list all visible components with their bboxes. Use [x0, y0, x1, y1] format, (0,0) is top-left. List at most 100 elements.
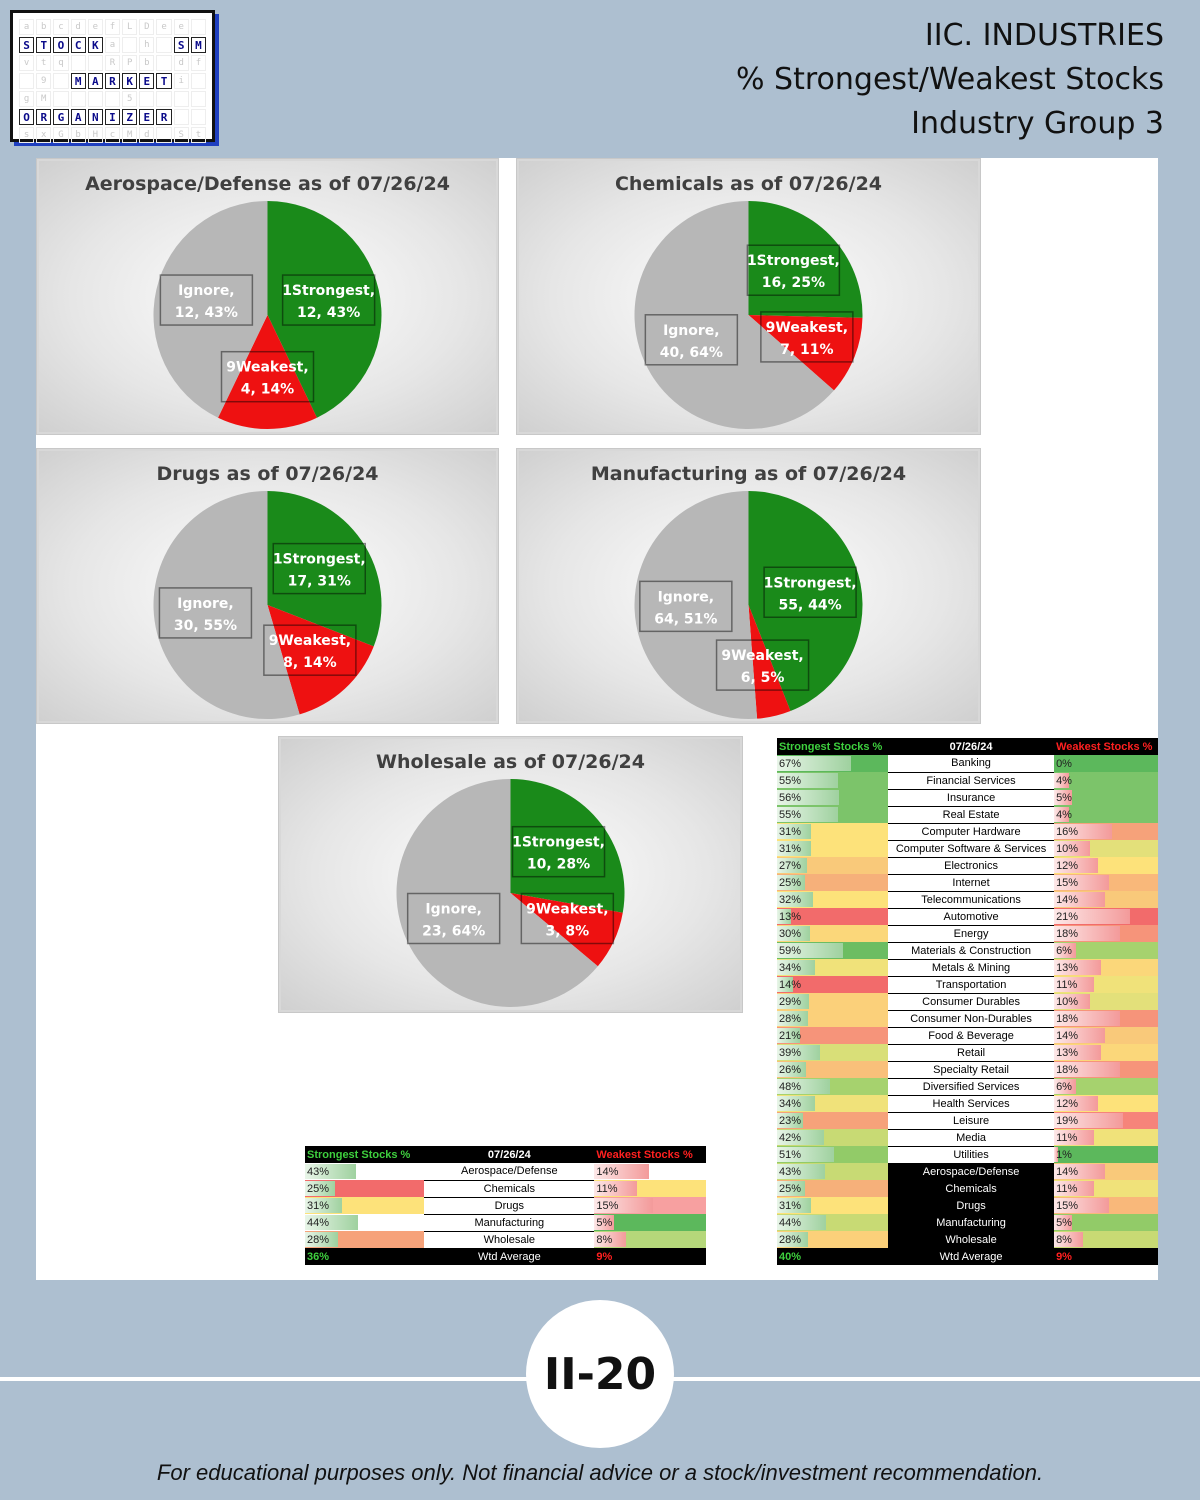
strongest-cell: 43%: [777, 1163, 889, 1180]
table-row: 43% Aerospace/Defense 14%: [777, 1163, 1158, 1181]
weakest-bar: [1054, 1147, 1058, 1162]
industry-name: Retail: [888, 1044, 1055, 1062]
strongest-bar: [777, 909, 792, 924]
strongest-bar: [777, 1096, 815, 1111]
table-row: 39% Retail 13%: [777, 1044, 1158, 1062]
industry-name: Media: [888, 1129, 1055, 1147]
avg-label: Wtd Average: [477, 1250, 541, 1263]
logo-letter: t: [36, 55, 52, 71]
strongest-cell: 42%: [777, 1129, 889, 1146]
strongest-cell: 27%: [777, 857, 889, 874]
industry-name: Drugs: [424, 1197, 595, 1215]
logo-letter: [190, 73, 206, 89]
header-strongest: Strongest Stocks %: [307, 1148, 411, 1161]
strongest-value: 29%: [779, 995, 802, 1008]
strongest-bar: [305, 1232, 339, 1247]
logo-letter: e: [156, 19, 172, 35]
strongest-bar: [777, 960, 815, 975]
industry-name: Real Estate: [888, 806, 1055, 824]
strongest-bar: [777, 1113, 803, 1128]
industry-name: Chemicals: [888, 1180, 1055, 1198]
weakest-cell: 10%: [1054, 993, 1158, 1010]
strongest-cell: 32%: [777, 891, 889, 908]
strongest-value: 48%: [779, 1080, 802, 1093]
weakest-value: 12%: [1056, 859, 1079, 872]
weakest-value: 0%: [1056, 757, 1072, 770]
pie-slice-strongest: [510, 779, 625, 913]
weakest-value: 14%: [1056, 893, 1079, 906]
logo-letter: L: [122, 19, 138, 35]
logo-letter: C: [70, 37, 86, 53]
svg-text:17, 31%: 17, 31%: [288, 574, 351, 590]
logo-letter: t: [190, 127, 206, 143]
table-row: 32% Telecommunications 14%: [777, 891, 1158, 909]
weakest-value: 13%: [1056, 1046, 1079, 1059]
weakest-value: 16%: [1056, 825, 1079, 838]
table-row: 27% Electronics 12%: [777, 857, 1158, 875]
logo-letter: O: [53, 37, 69, 53]
svg-text:Ignore,: Ignore,: [658, 589, 715, 605]
table-row: 28% Wholesale 8%: [305, 1231, 706, 1249]
strongest-cell: 34%: [777, 1095, 889, 1112]
weakest-bar: [1054, 1079, 1076, 1094]
weakest-value: 6%: [1056, 944, 1072, 957]
strongest-cell: 31%: [305, 1197, 425, 1214]
strongest-bar: [777, 1215, 826, 1230]
weakest-cell: 14%: [1054, 1163, 1158, 1180]
weakest-bar: [594, 1232, 626, 1247]
pie-slice-ignore: [634, 491, 758, 719]
industry-name: Consumer Durables: [888, 993, 1055, 1011]
strongest-value: 43%: [307, 1165, 330, 1178]
strongest-value: 34%: [779, 961, 802, 974]
weakest-value: 21%: [1056, 910, 1079, 923]
svg-text:16, 25%: 16, 25%: [762, 275, 825, 291]
logo-letter: R: [104, 55, 121, 71]
pie-label-strongest: 1Strongest, 10, 28%: [511, 825, 606, 878]
weakest-cell: 15%: [1054, 874, 1158, 891]
weakest-cell: 14%: [1054, 891, 1158, 908]
svg-text:1Strongest,: 1Strongest,: [282, 283, 375, 299]
weakest-cell: 14%: [1054, 1027, 1158, 1044]
strongest-cell: 26%: [777, 1061, 889, 1078]
strongest-value: 28%: [779, 1012, 802, 1025]
weakest-value: 15%: [1056, 876, 1079, 889]
pie-label-weakest: 9Weakest, 7, 11%: [760, 311, 854, 363]
strongest-cell: 30%: [777, 925, 889, 942]
strongest-value: 21%: [779, 1029, 802, 1042]
weakest-value: 12%: [1056, 1097, 1079, 1110]
logo-letter: b: [139, 55, 155, 71]
strongest-bar: [777, 1130, 824, 1145]
content-panel: Aerospace/Defense as of 07/26/24 1Stronge…: [36, 158, 1158, 1280]
logo-letter: g: [19, 91, 35, 107]
header-date: 07/26/24: [487, 1148, 531, 1161]
logo-letter: [156, 127, 172, 143]
strongest-cell: 31%: [777, 1197, 889, 1214]
logo-letter: e: [87, 19, 103, 35]
header-weakest: Weakest Stocks %: [1056, 740, 1153, 753]
weakest-cell: 0%: [1054, 755, 1158, 772]
strongest-value: 26%: [779, 1063, 802, 1076]
strongest-cell: 55%: [777, 772, 889, 789]
weakest-cell: 12%: [1054, 1095, 1158, 1112]
weakest-cell: 13%: [1054, 959, 1158, 976]
pie-svg: 1Strongest, 16, 25% 9Weakest, 7, 11% Ignore,…: [634, 201, 863, 429]
pie-label-weakest: 9Weakest, 6, 5%: [715, 639, 810, 691]
weakest-bar: [1054, 909, 1131, 924]
weakest-bar: [1054, 1096, 1098, 1111]
strongest-value: 30%: [779, 927, 802, 940]
weakest-cell: 5%: [1054, 1214, 1158, 1231]
svg-text:Ignore,: Ignore,: [663, 323, 720, 339]
strongest-cell: 31%: [777, 840, 889, 857]
pie-slice-ignore: [153, 201, 268, 418]
weakest-bar: [594, 1215, 614, 1230]
weakest-bar: [1054, 892, 1105, 907]
logo-letter: b: [36, 19, 52, 35]
industry-name: Diversified Services: [888, 1078, 1055, 1096]
strongest-value: 31%: [779, 842, 802, 855]
strongest-cell: 51%: [777, 1146, 889, 1163]
weakest-value: 14%: [1056, 1165, 1079, 1178]
pie-slice-ignore: [396, 779, 598, 1007]
weakest-bar: [1054, 1011, 1120, 1026]
industry-name: Chemicals: [424, 1180, 595, 1198]
industry-name: Manufacturing: [424, 1214, 595, 1232]
